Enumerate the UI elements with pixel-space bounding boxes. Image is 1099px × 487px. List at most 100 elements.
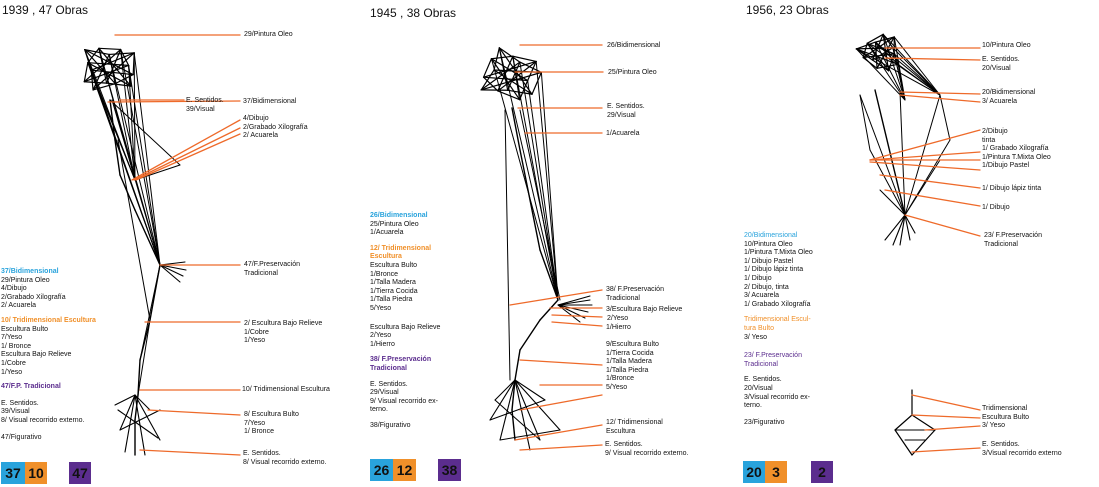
legend-item: 1/Tierra Cocida: [370, 287, 418, 295]
legend-item: E. Sentidos.: [744, 376, 782, 384]
legend-blue-head: 26/Bidimensional: [370, 212, 428, 219]
network-edge: [489, 399, 546, 421]
panel-1956: 1956, 23 Obras 10/Pintura Oleo E. Sentid…: [730, 0, 1099, 487]
legend-item: 23/Figurativo: [744, 418, 785, 426]
network-edge: [84, 49, 161, 266]
label-dibujo: 1/ Dibujo: [982, 204, 1010, 211]
network-edge: [119, 409, 161, 431]
count-box-purple: 2: [811, 461, 833, 483]
legend-item: 1/Talla Madera: [370, 279, 416, 287]
legend-purple-head: 47/F.P. Tradicional: [1, 383, 61, 391]
network-edge: [527, 79, 559, 301]
network-edge: [498, 47, 559, 301]
label-bidimensional: 20/Bidimensional 3/ Acuarela: [982, 89, 1036, 105]
legend-item: 10/Pintura Oleo: [744, 240, 793, 248]
network-edge: [519, 79, 529, 101]
legend-item: 1/Yeso: [1, 368, 23, 376]
connector-line: [899, 91, 981, 95]
network-edge: [855, 41, 877, 50]
count-box-blue: 20: [743, 461, 765, 483]
label-escultura-bulto: 8/ Escultura Bulto 7/Yeso 1/ Bronce: [244, 411, 299, 435]
network-edge: [159, 264, 181, 283]
legend-item: E. Sentidos.: [370, 380, 408, 388]
network-edge: [535, 60, 559, 301]
network-edge: [897, 63, 941, 96]
legend-item: 9/ Visual recorrido ex-: [370, 397, 438, 405]
label-preservacion: 23/ F.Preservación Tradicional: [984, 232, 1042, 248]
network-edge: [498, 47, 521, 63]
network-edge: [557, 299, 591, 306]
connector-line: [869, 151, 981, 161]
label-preservacion: 47/F.Preservación Tradicional: [244, 261, 301, 277]
network-edge: [111, 99, 161, 266]
network-edge: [893, 53, 941, 96]
network-edge: [137, 359, 141, 396]
panel-1945: 1945 , 38 Obras 26/Bidimensional 25/Pint…: [360, 0, 730, 487]
legend: 26/Bidimensional 25/Pintura Oleo 1/Acuar…: [370, 212, 440, 430]
legend-item: E. Sentidos.: [1, 399, 39, 407]
connector-line: [884, 57, 981, 61]
network-edge: [134, 209, 161, 266]
connector-line: [509, 289, 603, 306]
legend-item: 25/Pintura Oleo: [370, 220, 419, 228]
network-edge: [84, 49, 110, 56]
network-edge: [882, 33, 906, 101]
legend-orange-head: 10/ Tridimensional Escultura: [1, 316, 96, 324]
connector-line: [911, 414, 981, 419]
label-dibujo-lapiz: 1/ Dibujo lápiz tinta: [982, 185, 1042, 192]
connector-line: [904, 214, 981, 237]
legend-item: Escultura Bajo Relieve: [370, 323, 441, 331]
network-edge: [539, 299, 559, 321]
legend: 37/Bidimensional 29/Pintura Oleo 4/Dibuj…: [1, 268, 96, 442]
label-tridimensional: 10/ Tridimensional Escultura: [242, 386, 330, 393]
network-edge: [128, 64, 136, 181]
legend-item: 39/Visual: [1, 408, 30, 416]
legend-item: Escultura Bajo Relieve: [1, 351, 72, 359]
legend-item: 1/Bronce: [370, 270, 399, 278]
network-edge: [504, 109, 511, 381]
network-edge: [117, 139, 151, 321]
connector-line: [519, 359, 603, 366]
network-edge: [159, 264, 184, 277]
legend-item: 3/ Acuarela: [744, 292, 780, 300]
network-edge: [490, 58, 529, 82]
network-edge: [897, 63, 906, 101]
network-edge: [862, 53, 895, 59]
count-box-purple: 47: [69, 462, 91, 484]
legend: 20/Bidimensional 10/Pintura Oleo 1/Pintu…: [744, 232, 813, 427]
network-edge: [514, 379, 546, 401]
network-edge: [482, 58, 493, 78]
network-edge: [493, 69, 533, 95]
legend-item: terno.: [370, 406, 388, 414]
connector-line: [911, 394, 981, 411]
connector-line: [879, 174, 981, 189]
count-box-blue: 26: [370, 459, 393, 481]
network-edge: [874, 89, 906, 216]
legend-purple-head: 23/ F.Preservación Tradicional: [744, 352, 802, 368]
network-edge: [512, 55, 559, 301]
network-edge: [859, 94, 871, 151]
network-edge: [98, 47, 122, 51]
network-edge: [512, 55, 537, 63]
legend-blue-head: 20/Bidimensional: [744, 232, 798, 239]
legend-orange-head: 12/ Tridimensional Escultura: [370, 244, 432, 261]
legend-item: 38/Figurativo: [370, 421, 411, 429]
connector-line: [899, 94, 981, 103]
legend-item: 29/Pintura Oleo: [1, 276, 50, 284]
network-edge: [939, 94, 951, 141]
panel-title: 1939 , 47 Obras: [2, 3, 89, 17]
legend-item: Escultura Bulto: [1, 325, 49, 333]
network-edge: [114, 394, 136, 406]
legend-item: 2/ Dibujo, tinta: [744, 283, 789, 291]
network-edge: [490, 55, 514, 60]
legend-item: 20/Visual: [744, 384, 773, 392]
label-bidimensional: 37/Bidimensional: [243, 98, 297, 105]
network-edge: [87, 62, 130, 66]
connector-line: [519, 444, 603, 451]
network-edge: [514, 379, 561, 431]
legend-item: terno.: [744, 402, 762, 410]
label-preservacion: 38/ F.Preservación Tradicional: [606, 286, 664, 302]
connector-line: [869, 129, 981, 161]
label-dibujo-grabado: 4/Dibujo 2/Grabado Xilografía 2/ Acuarel…: [243, 115, 308, 139]
network-edge: [489, 379, 516, 421]
